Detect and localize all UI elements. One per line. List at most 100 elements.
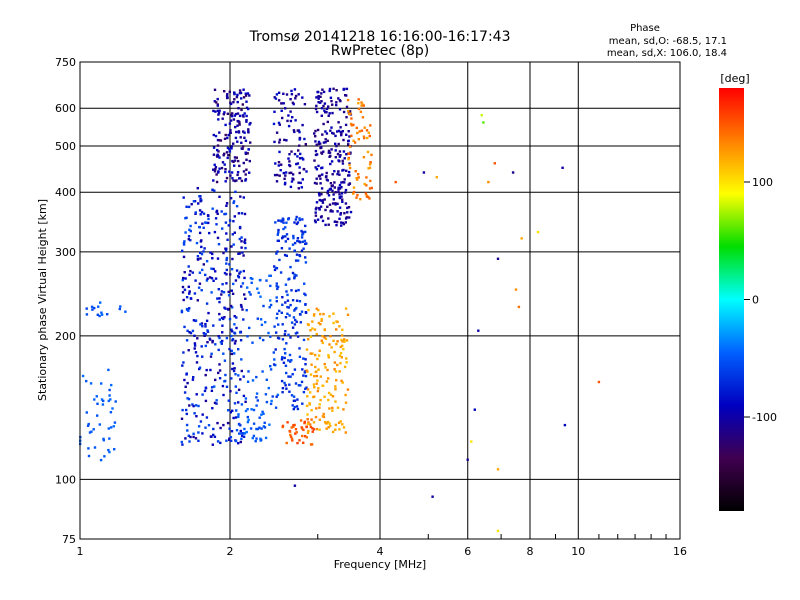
echo-point [331, 210, 334, 213]
echo-point [297, 181, 300, 184]
echo-point [241, 251, 244, 254]
echo-point [326, 120, 329, 124]
echo-point [296, 331, 299, 334]
echo-point [109, 411, 113, 414]
echo-point [219, 441, 222, 445]
echo-point [298, 138, 301, 141]
echo-point [337, 97, 340, 100]
echo-point [269, 365, 272, 368]
echo-point [243, 293, 246, 296]
echo-point [293, 405, 296, 409]
echo-point [199, 257, 202, 260]
echo-point [225, 232, 228, 235]
echo-point [283, 347, 286, 351]
echo-point [239, 378, 242, 381]
echo-point [339, 99, 342, 103]
echo-point [231, 292, 235, 295]
echo-point [299, 321, 302, 324]
echo-point [331, 202, 335, 205]
echo-point [284, 171, 288, 174]
echo-point [237, 423, 241, 426]
echo-point [339, 212, 343, 215]
echo-point [332, 193, 335, 196]
echo-point [313, 219, 317, 222]
echo-point [196, 337, 199, 340]
echo-point [319, 375, 322, 378]
echo-point [239, 91, 243, 95]
echo-point [349, 151, 352, 154]
echo-point [194, 221, 197, 225]
echo-point [259, 295, 262, 298]
echo-point [303, 137, 306, 141]
echo-point [342, 347, 345, 351]
echo-point [282, 171, 285, 175]
echo-point [296, 155, 299, 158]
echo-point [191, 329, 195, 333]
echo-point [241, 308, 244, 311]
echo-point [280, 109, 283, 112]
echo-point [334, 400, 337, 403]
echo-point [284, 240, 287, 243]
echo-point [213, 385, 216, 388]
echo-point [345, 361, 348, 364]
echo-point [222, 154, 225, 157]
echo-point [325, 427, 328, 430]
echo-point [181, 285, 185, 289]
echo-point [317, 354, 321, 357]
echo-point [245, 120, 248, 123]
echo-point [195, 415, 198, 418]
echo-point [333, 361, 337, 364]
echo-point [336, 130, 339, 133]
echo-point [281, 296, 284, 299]
echo-point [246, 415, 249, 419]
echo-point [235, 179, 238, 182]
echo-point [275, 284, 278, 288]
echo-point [90, 430, 93, 433]
echo-point [310, 418, 313, 421]
echo-point [185, 296, 189, 299]
echo-point [200, 245, 203, 249]
echo-point [250, 408, 253, 411]
echo-point [189, 435, 192, 439]
echo-point [251, 341, 254, 344]
echo-point [308, 403, 311, 406]
echo-point [252, 422, 256, 425]
echo-point [269, 274, 272, 277]
echo-point [234, 125, 237, 129]
echo-point [319, 95, 322, 98]
echo-point [236, 112, 240, 115]
echo-point [240, 434, 244, 438]
echo-point [329, 209, 333, 212]
echo-point [212, 109, 215, 113]
echo-point [307, 308, 310, 312]
echo-point [321, 219, 325, 223]
echo-point [223, 306, 226, 309]
echo-point [205, 260, 209, 263]
echo-point [88, 431, 92, 434]
colorbar-ticks: 100 0 -100 [744, 176, 777, 424]
echo-point [370, 186, 373, 190]
echo-point [284, 174, 287, 177]
echo-point [318, 349, 321, 352]
echo-point [281, 236, 284, 240]
echo-point [196, 255, 200, 258]
echo-point [252, 408, 256, 412]
echo-point [85, 313, 89, 316]
echo-point [342, 408, 345, 411]
echo-point [243, 240, 246, 243]
echo-point [300, 236, 304, 239]
echo-point [291, 271, 295, 275]
echo-point [217, 118, 220, 121]
echo-point [341, 334, 344, 337]
echo-point [355, 126, 358, 130]
echo-point [206, 329, 209, 332]
echo-point [240, 141, 243, 144]
echo-point [189, 239, 192, 242]
echo-point [288, 390, 291, 393]
echo-point [245, 309, 248, 312]
echo-point [328, 407, 331, 410]
echo-point [102, 439, 105, 442]
echo-point [228, 263, 231, 266]
echo-point [227, 153, 230, 157]
